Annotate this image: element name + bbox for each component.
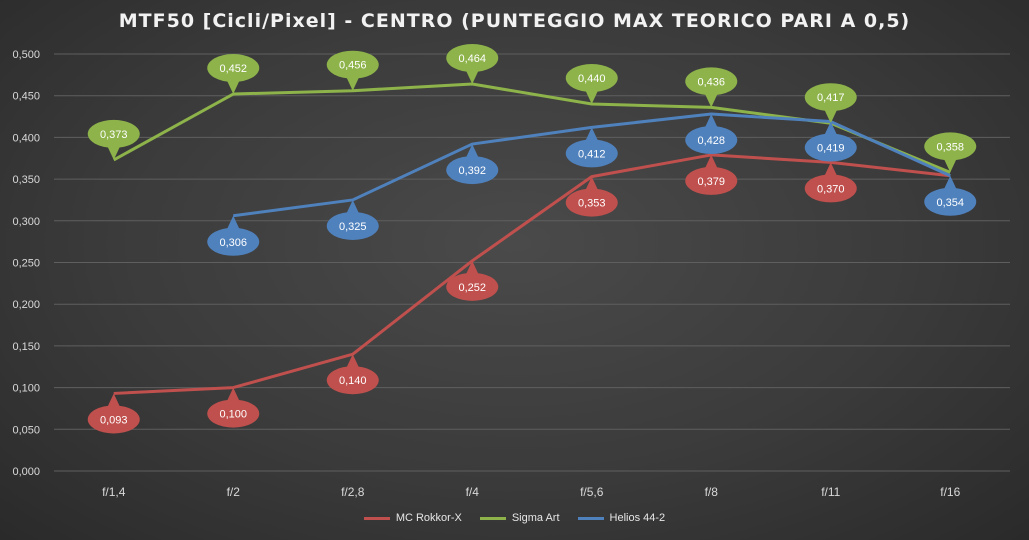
svg-text:0,417: 0,417 [817,92,845,104]
y-tick-label: 0,000 [12,466,40,478]
svg-text:0,354: 0,354 [936,197,964,209]
data-label: 0,452 [207,54,260,95]
series-line [113,153,951,395]
data-label: 0,456 [326,50,379,91]
svg-text:0,093: 0,093 [100,414,128,426]
data-label: 0,370 [804,162,857,203]
data-label: 0,354 [924,175,977,216]
legend-label: Sigma Art [511,512,560,524]
svg-text:0,306: 0,306 [219,237,247,249]
x-tick-label: f/2 [227,485,241,499]
data-label: 0,419 [804,121,857,162]
y-tick-label: 0,150 [12,341,40,353]
y-tick-label: 0,250 [12,258,40,270]
data-label: 0,100 [207,387,260,428]
data-label: 0,306 [207,215,260,256]
data-label: 0,417 [804,83,857,124]
x-tick-label: f/1,4 [102,485,126,499]
svg-text:0,440: 0,440 [578,73,606,85]
svg-text:0,392: 0,392 [458,165,486,177]
data-label: 0,412 [565,127,618,168]
data-label: 0,464 [446,44,499,85]
svg-text:0,140: 0,140 [339,375,367,387]
data-label: 0,392 [446,144,499,185]
svg-text:0,464: 0,464 [458,53,486,65]
legend: MC Rokkor-X Sigma Art Helios 44-2 [0,512,1029,524]
y-tick-label: 0,400 [12,132,40,144]
legend-swatch [479,516,506,520]
svg-text:0,325: 0,325 [339,221,367,233]
y-tick-label: 0,200 [12,299,40,311]
y-tick-label: 0,350 [12,174,40,186]
data-label: 0,379 [685,154,738,195]
data-label: 0,325 [326,199,379,240]
y-tick-label: 0,300 [12,216,40,228]
data-label: 0,140 [326,354,379,395]
svg-text:0,379: 0,379 [697,176,725,188]
svg-text:0,419: 0,419 [817,143,845,155]
legend-label: MC Rokkor-X [395,512,462,524]
y-tick-label: 0,100 [12,383,40,395]
svg-text:0,370: 0,370 [817,183,845,195]
svg-text:0,373: 0,373 [100,129,128,141]
chart-title: MTF50 [Cicli/Pixel] - CENTRO (PUNTEGGIO … [118,10,911,32]
y-tick-label: 0,450 [12,91,40,103]
legend-item: Sigma Art [479,512,560,524]
x-tick-label: f/2,8 [341,485,365,499]
x-tick-label: f/11 [821,485,840,499]
svg-text:0,436: 0,436 [697,76,725,88]
svg-text:0,428: 0,428 [697,135,725,147]
data-label: 0,440 [565,64,618,105]
legend-item: Helios 44-2 [577,512,666,524]
svg-text:0,353: 0,353 [578,198,606,210]
data-label: 0,428 [685,114,738,155]
svg-text:0,412: 0,412 [578,148,606,160]
legend-item: MC Rokkor-X [363,512,462,524]
svg-text:0,100: 0,100 [219,409,247,421]
legend-label: Helios 44-2 [609,512,666,524]
legend-swatch [363,516,390,520]
x-tick-label: f/16 [940,485,960,499]
data-label: 0,093 [87,393,140,434]
data-label: 0,358 [924,132,977,173]
svg-text:0,252: 0,252 [458,282,486,294]
legend-swatch [577,516,604,520]
svg-text:0,456: 0,456 [339,60,367,72]
y-tick-label: 0,500 [12,49,40,61]
data-label: 0,373 [87,119,140,160]
data-label: 0,252 [446,260,499,301]
data-label: 0,353 [565,176,618,217]
x-tick-label: f/8 [705,485,719,499]
y-tick-label: 0,050 [12,424,40,436]
x-tick-label: f/5,6 [580,485,604,499]
svg-text:0,358: 0,358 [936,141,964,153]
data-label: 0,436 [685,67,738,108]
x-tick-label: f/4 [466,485,480,499]
svg-text:0,452: 0,452 [219,63,247,75]
